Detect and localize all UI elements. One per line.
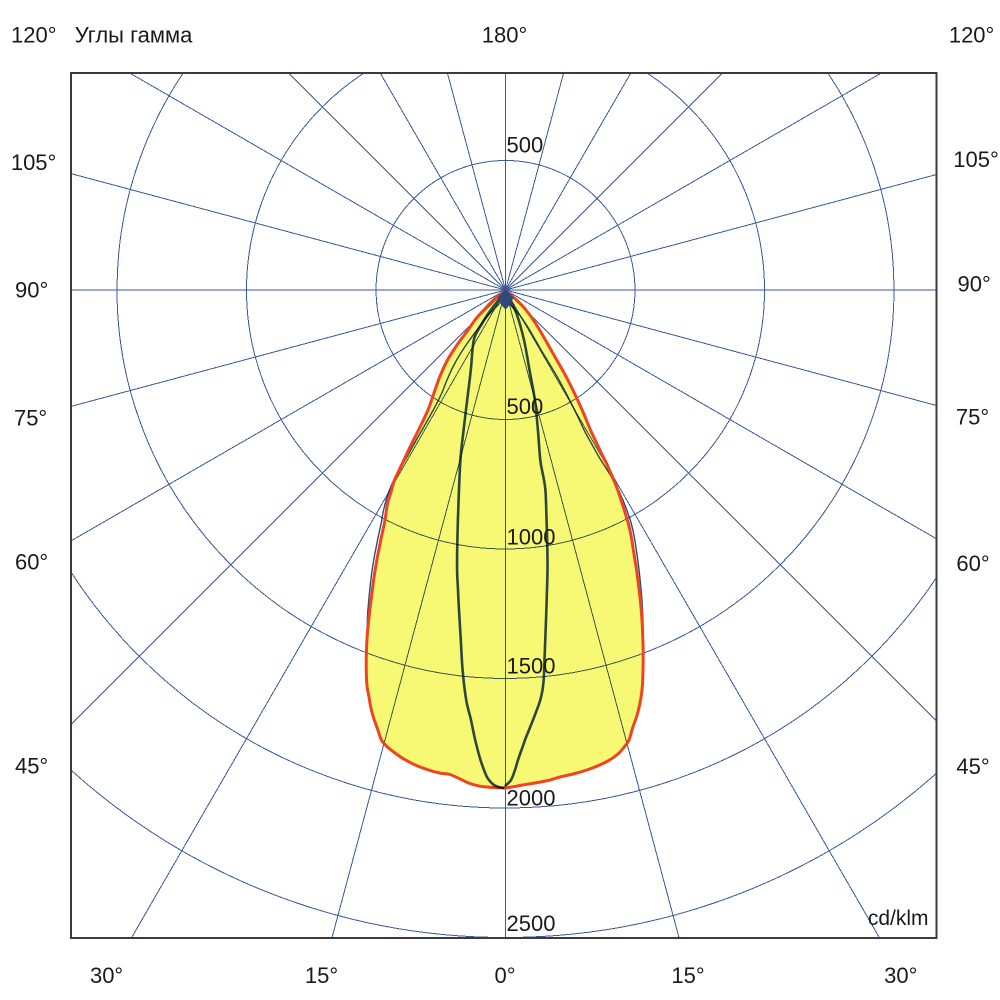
svg-text:60°: 60° — [15, 550, 48, 575]
svg-text:0°: 0° — [494, 963, 515, 988]
svg-text:15°: 15° — [305, 963, 338, 988]
svg-text:45°: 45° — [15, 754, 48, 779]
svg-text:75°: 75° — [956, 405, 989, 430]
svg-text:30°: 30° — [90, 963, 123, 988]
svg-text:90°: 90° — [958, 272, 991, 297]
svg-text:30°: 30° — [884, 963, 917, 988]
svg-text:105°: 105° — [11, 150, 57, 175]
svg-text:90°: 90° — [15, 277, 48, 302]
svg-text:180°: 180° — [482, 23, 528, 48]
svg-text:60°: 60° — [956, 551, 989, 576]
svg-text:75°: 75° — [14, 405, 47, 430]
svg-text:500: 500 — [507, 133, 544, 158]
svg-text:105°: 105° — [953, 147, 999, 172]
svg-text:1000: 1000 — [507, 524, 556, 549]
svg-text:120°: 120° — [949, 23, 995, 48]
svg-text:1500: 1500 — [507, 654, 556, 679]
svg-text:45°: 45° — [956, 754, 989, 779]
svg-text:120°: 120° — [11, 23, 57, 48]
svg-text:cd/klm: cd/klm — [868, 907, 929, 930]
svg-text:15°: 15° — [671, 963, 704, 988]
svg-text:2500: 2500 — [507, 911, 556, 936]
svg-text:2000: 2000 — [507, 786, 556, 811]
svg-text:500: 500 — [507, 394, 544, 419]
svg-text:Углы гамма: Углы гамма — [75, 23, 193, 48]
